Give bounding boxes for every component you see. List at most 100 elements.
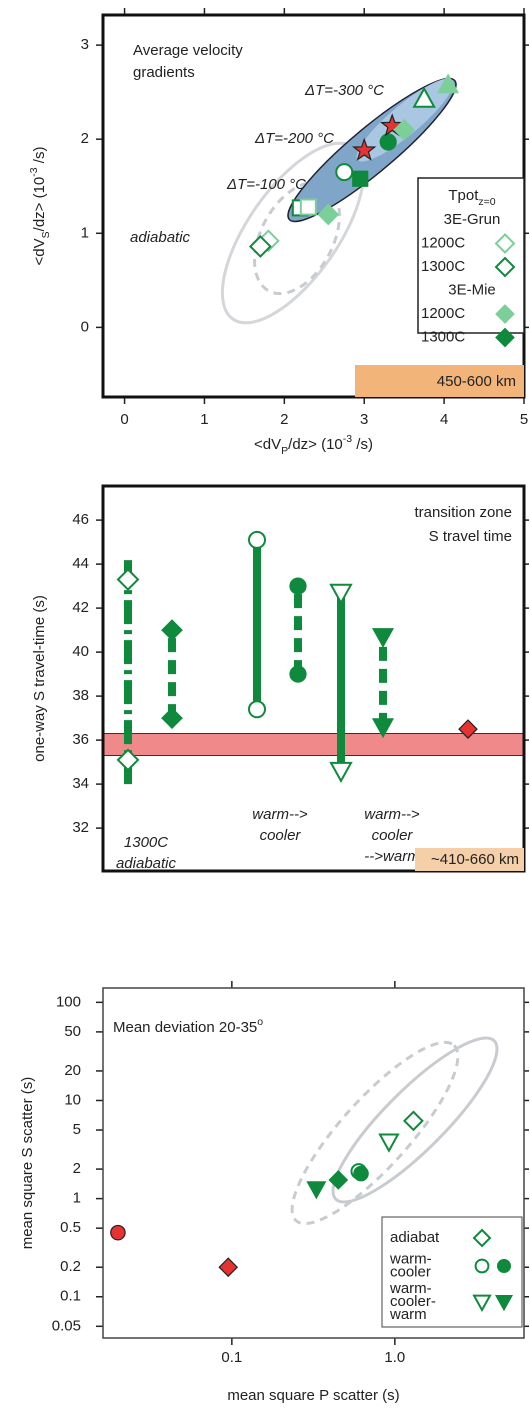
y-tick-label: 20 [64, 1062, 81, 1079]
y-tick-label: 5 [73, 1121, 81, 1138]
x-axis-label-part: P [281, 445, 288, 457]
marker [403, 1110, 424, 1132]
depth-label: ~410-660 km [431, 851, 519, 868]
x-tick-label: 4 [440, 411, 448, 428]
marker [352, 137, 377, 161]
y-tick-label: 2 [81, 130, 89, 147]
marker [437, 73, 460, 94]
marker [161, 707, 183, 729]
x-tick-label: 3 [360, 411, 368, 428]
marker [306, 1181, 327, 1200]
chart-title-part: Mean deviation 20-35 [113, 1019, 257, 1036]
y-tick-label: 50 [64, 1023, 81, 1040]
chart-title: Average velocity [133, 42, 243, 59]
marker [116, 748, 140, 772]
y-tick-label: 44 [72, 555, 89, 572]
y-tick-label: 0 [81, 318, 89, 335]
marker [494, 256, 516, 278]
marker [299, 198, 317, 216]
marker [371, 628, 395, 648]
marker [329, 761, 353, 783]
x-axis-label-part: -3 [343, 433, 352, 445]
annotation: 1300C [124, 834, 168, 851]
y-tick-label: 32 [72, 819, 89, 836]
y-tick-label: 36 [72, 731, 89, 748]
y-axis-label: mean square S scatter (s) [19, 1077, 36, 1250]
x-tick-label: 0.1 [221, 1349, 242, 1366]
x-axis-label: mean square P scatter (s) [227, 1387, 399, 1404]
marker [371, 718, 395, 739]
x-axis-label-part: /dz> (10 [288, 436, 343, 453]
annotation: -->warm [364, 848, 419, 865]
x-tick-label: 1.0 [384, 1349, 405, 1366]
legend-label: 1300C [421, 258, 465, 275]
x-axis-label: <dVP/dz> (10-3 /s) [254, 433, 373, 457]
x-axis-label-part: mean square P scatter (s) [227, 1387, 399, 1404]
legend-label: 1300C [421, 328, 465, 345]
marker [352, 170, 369, 187]
marker [472, 1228, 492, 1248]
y-tick-label: 1 [73, 1190, 81, 1207]
depth-box [355, 365, 524, 397]
depth-label: 450-600 km [437, 373, 516, 390]
marker [495, 304, 515, 324]
marker [116, 568, 140, 591]
marker [379, 133, 397, 151]
chart-title-part: o [257, 1016, 263, 1028]
legend-label: 1200C [421, 234, 465, 251]
depth-box [415, 848, 524, 871]
y-tick-label: 0.2 [60, 1258, 81, 1275]
x-tick-label: 2 [280, 411, 288, 428]
legend-label: cooler [390, 1263, 431, 1280]
x-tick-label: 5 [520, 411, 528, 428]
marker [494, 1295, 514, 1312]
x-axis-label-part: /s) [352, 436, 373, 453]
annotation: warm--> [252, 806, 308, 823]
x-tick-label: 1 [200, 411, 208, 428]
y-axis-label-part: mean square S scatter (s) [19, 1077, 36, 1250]
legend-label: warm [389, 1306, 427, 1323]
marker [474, 1258, 490, 1274]
marker [289, 665, 307, 683]
adiabat-envelope [331, 1036, 499, 1204]
marker [393, 118, 416, 141]
marker [335, 163, 354, 182]
chart-title: Mean deviation 20-35o [113, 1016, 263, 1036]
y-tick-label: 34 [72, 775, 89, 792]
y-axis-label-part: -3 [28, 167, 40, 176]
marker [497, 1258, 512, 1273]
y-tick-label: 10 [64, 1091, 81, 1108]
legend-title: Tpotz=0 [448, 187, 495, 208]
marker [329, 583, 353, 605]
adiabat-envelope-dashed [290, 1040, 460, 1226]
legend-title-part: Tpot [448, 187, 479, 204]
marker [248, 700, 266, 719]
y-tick-label: 42 [72, 599, 89, 616]
annotation: ΔT=-100 °C [226, 176, 306, 193]
legend-label: warm- [389, 1280, 432, 1297]
chart-title: transition zone [414, 504, 512, 521]
annotation: warm--> [364, 806, 420, 823]
marker [248, 235, 272, 258]
plot-frame [101, 484, 526, 873]
y-axis-label-part: /dz> (10 [31, 177, 48, 232]
annotation: adiabatic [130, 229, 191, 246]
marker [218, 1257, 239, 1278]
y-tick-label: 0.1 [60, 1288, 81, 1305]
y-tick-label: 0.5 [60, 1219, 81, 1236]
marker [353, 1165, 369, 1182]
y-axis-label-part: <dV [31, 238, 48, 265]
y-tick-label: 100 [56, 993, 81, 1010]
marker [495, 327, 515, 348]
y-axis-label-part: /s) [31, 147, 48, 168]
y-tick-label: 40 [72, 643, 89, 660]
y-axis-label: one-way S travel-time (s) [31, 595, 48, 762]
annotation: ΔT=-300 °C [304, 82, 384, 99]
annotation: cooler [372, 827, 414, 844]
x-tick-label: 0 [120, 411, 128, 428]
legend-label: cooler- [390, 1293, 436, 1310]
y-tick-label: 1 [81, 224, 89, 241]
marker [161, 619, 183, 641]
x-axis-label-part: <dV [254, 436, 281, 453]
